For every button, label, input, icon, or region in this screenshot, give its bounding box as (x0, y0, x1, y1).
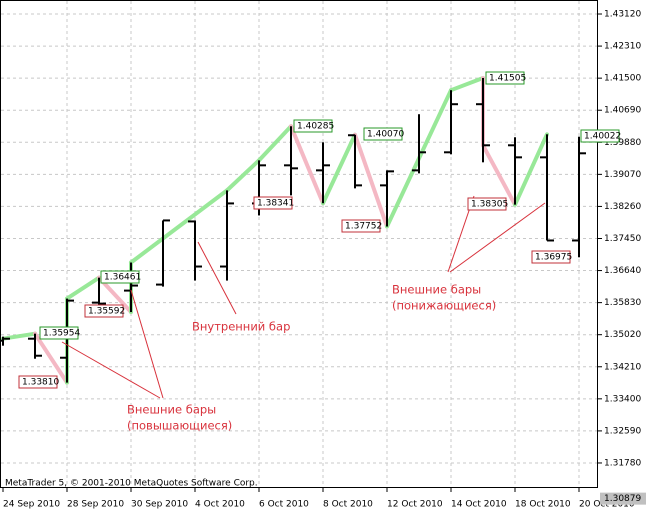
price-label: 1.41505 (489, 74, 526, 84)
price-label-box (363, 127, 403, 141)
price-label-box (293, 119, 333, 133)
price-label: 1.38305 (471, 200, 508, 210)
y-tick-label: 1.39880 (604, 138, 641, 148)
arrow (130, 289, 164, 399)
price-label: 1.37752 (345, 222, 382, 232)
price-label-box (531, 250, 571, 264)
price-label: 1.38341 (257, 199, 294, 209)
y-tick-label: 1.35830 (604, 298, 641, 308)
price-label: 1.40070 (367, 130, 404, 140)
x-tick-label: 30 Sep 2010 (131, 500, 188, 510)
price-label-box (253, 196, 293, 210)
zigzag-segment (65, 275, 101, 301)
arrow (449, 202, 546, 273)
y-tick-label: 1.33400 (604, 394, 641, 404)
y-tick-label: 1.41500 (604, 74, 641, 84)
x-tick-label: 24 Sep 2010 (3, 500, 60, 510)
y-tick-label: 1.36640 (604, 266, 641, 276)
y-tick-label: 1.42310 (604, 42, 641, 52)
current-price-label: 1.30879 (604, 494, 641, 504)
zigzag-segment (353, 132, 389, 229)
x-tick-label: 4 Oct 2010 (195, 500, 245, 510)
y-tick-label: 1.35020 (604, 330, 641, 340)
price-label-box (580, 129, 620, 143)
x-tick-label: 18 Oct 2010 (515, 500, 571, 510)
y-tick-label: 1.43120 (604, 10, 641, 20)
arrow (61, 341, 161, 399)
y-tick-label: 1.37450 (604, 234, 641, 244)
price-label: 1.33810 (22, 378, 59, 388)
zigzag-segment (513, 132, 549, 207)
annotation: Внешние бары (392, 283, 481, 297)
zigzag-segment (225, 158, 261, 193)
price-label-box (39, 326, 79, 340)
zigzag-segment (289, 124, 325, 206)
price-label: 1.40022 (584, 132, 621, 142)
price-label: 1.36975 (535, 253, 572, 263)
y-tick-label: 1.31780 (604, 458, 641, 468)
price-label: 1.35954 (43, 329, 80, 339)
price-label: 1.36461 (104, 273, 141, 283)
zigzag-segment (129, 188, 229, 265)
plot-layer (0, 1, 597, 486)
x-tick-label: 8 Oct 2010 (323, 500, 373, 510)
zigzag-segment (321, 132, 357, 206)
price-label-box (341, 219, 381, 233)
y-tick-label: 1.40690 (604, 106, 641, 116)
x-tick-label: 28 Sep 2010 (67, 500, 124, 510)
zigzag-segment (257, 124, 293, 163)
price-label-box (485, 71, 525, 85)
y-tick-label: 1.38260 (604, 202, 641, 212)
y-tick-label: 1.39070 (604, 170, 641, 180)
price-label: 1.35592 (88, 307, 125, 317)
x-tick-label: 6 Oct 2010 (259, 500, 309, 510)
zigzag-segment (481, 143, 517, 207)
arrow (197, 241, 237, 315)
x-tick-label: 12 Oct 2010 (387, 500, 443, 510)
price-label-box (18, 375, 58, 389)
price-label-box (100, 270, 140, 284)
annotation: (понижающиеся) (392, 299, 496, 313)
zigzag-segment (33, 331, 69, 385)
price-label-box (467, 197, 507, 211)
current-price-box (600, 492, 646, 505)
x-tick-label: 14 Oct 2010 (451, 500, 507, 510)
footer: MetaTrader 5, © 2001-2010 MetaQuotes Sof… (5, 479, 258, 489)
zigzag-segment (449, 75, 485, 93)
y-tick-label: 1.32590 (604, 426, 641, 436)
annotation: Внутренний бар (192, 320, 290, 334)
annotation: Внешние бары (127, 403, 216, 417)
price-label: 1.40285 (297, 122, 334, 132)
annotation: (повышающиеся) (127, 419, 232, 433)
price-label-box (84, 304, 124, 318)
y-tick-label: 1.34210 (604, 362, 641, 372)
